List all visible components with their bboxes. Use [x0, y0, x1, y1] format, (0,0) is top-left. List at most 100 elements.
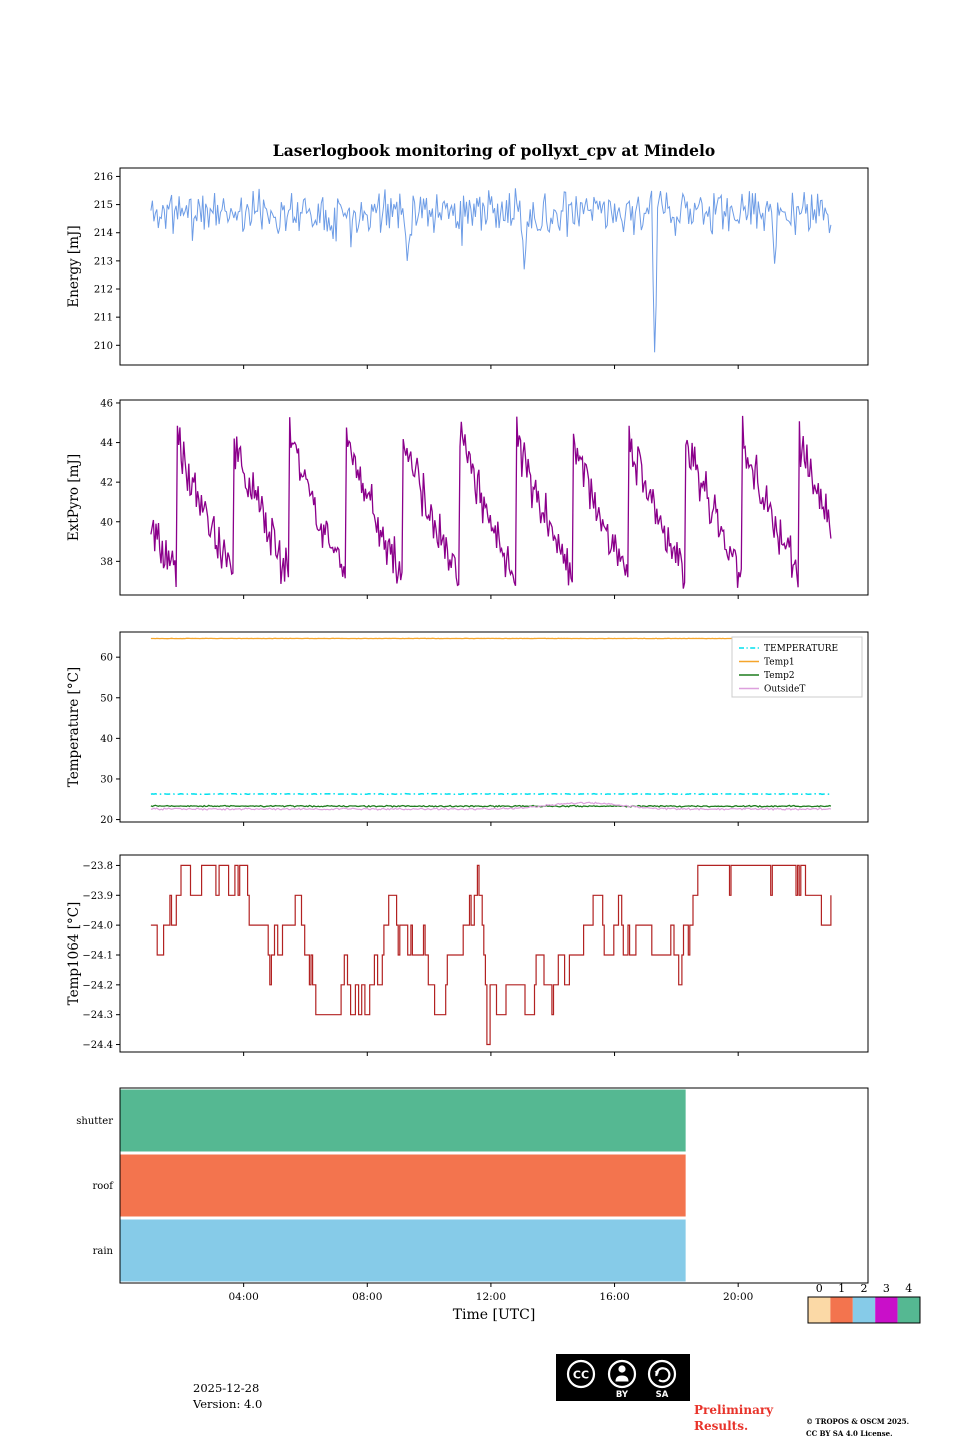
temperature-chart: TEMPERATURE Temp1 Temp2 OutsideT 20 30 40 50 60 T…: [66, 631, 869, 826]
by-person-body: [615, 1375, 629, 1382]
svg-text:0: 0: [816, 1282, 823, 1295]
energy-series: [150, 188, 832, 353]
svg-text:3: 3: [883, 1282, 890, 1295]
cc-icon-label: CC: [573, 1369, 589, 1382]
svg-text:216: 216: [94, 172, 113, 183]
svg-text:60: 60: [100, 653, 113, 664]
sa-arrow-head: [654, 1370, 660, 1375]
svg-text:211: 211: [94, 313, 113, 324]
svg-text:212: 212: [94, 285, 113, 296]
cc-icon: [566, 1359, 596, 1389]
svg-text:2: 2: [861, 1282, 868, 1295]
svg-text:rain: rain: [93, 1246, 114, 1257]
svg-text:50: 50: [100, 693, 113, 704]
svg-text:−24.0: −24.0: [82, 921, 113, 932]
svg-text:−23.8: −23.8: [82, 861, 113, 872]
energy-axes: 210 211 212 213 214 215 216 Energy [mJ]: [66, 167, 869, 369]
svg-text:Temp1: Temp1: [764, 658, 795, 668]
svg-text:−24.3: −24.3: [82, 1010, 113, 1021]
chart-title: Laserlogbook monitoring of pollyxt_cpv a…: [272, 141, 716, 160]
temperature-axes: 20 30 40 50 60 Temperature [°C]: [66, 631, 869, 826]
energy-chart: 210 211 212 213 214 215 216 Energy [mJ]: [66, 167, 869, 369]
svg-text:TEMPERATURE: TEMPERATURE: [764, 644, 838, 654]
status-colorbar: 0 1 2 3 4: [807, 1282, 921, 1324]
preliminary-results-label: Preliminary Results.: [694, 1403, 773, 1434]
colorbar-segment-3: [875, 1297, 898, 1323]
status-series: [120, 1089, 686, 1282]
status-axes: 04:00 08:00 12:00 16:00 20:00: [119, 1087, 869, 1303]
svg-text:20:00: 20:00: [723, 1291, 753, 1303]
status-chart: shutter roof rain 04:00 08:00 12:00 16:00 20:00: [76, 1087, 869, 1303]
svg-text:roof: roof: [92, 1181, 114, 1192]
preliminary-line-1: Preliminary: [694, 1403, 774, 1417]
extpyro-series: [150, 415, 832, 589]
svg-text:12:00: 12:00: [476, 1291, 506, 1303]
colorbar-segment-2: [852, 1297, 876, 1323]
cc-badge-graphic: CC BY SA: [556, 1354, 690, 1401]
footer-date-block: 2025-12-28 Version: 4.0: [193, 1381, 262, 1412]
svg-text:Temp2: Temp2: [764, 671, 795, 681]
status-bar-rain: [120, 1219, 686, 1282]
colorbar-segment-4: [897, 1297, 920, 1323]
temp1064-series: [150, 864, 832, 1046]
svg-text:Energy [mJ]: Energy [mJ]: [66, 225, 82, 307]
svg-text:213: 213: [94, 256, 113, 267]
copyright-label: © TROPOS & OSCM 2025. CC BY SA 4.0 Licen…: [806, 1416, 909, 1439]
svg-text:−24.4: −24.4: [82, 1040, 113, 1051]
copyright-line-2: CC BY SA 4.0 License.: [806, 1428, 893, 1438]
svg-text:215: 215: [94, 200, 113, 211]
by-person-head: [618, 1365, 626, 1373]
svg-text:04:00: 04:00: [229, 1291, 259, 1303]
svg-text:Temperature [°C]: Temperature [°C]: [66, 667, 82, 787]
svg-text:30: 30: [100, 774, 113, 785]
svg-text:210: 210: [94, 341, 113, 352]
colorbar-segment-0: [808, 1297, 831, 1323]
svg-text:40: 40: [100, 734, 113, 745]
svg-text:−23.9: −23.9: [82, 891, 113, 902]
by-label: BY: [616, 1390, 629, 1400]
x-axis-label: Time [UTC]: [453, 1307, 536, 1323]
svg-text:08:00: 08:00: [352, 1291, 382, 1303]
svg-text:1: 1: [838, 1282, 845, 1295]
temp1064-chart: −24.4 −24.3 −24.2 −24.1 −24.0 −23.9 −23.8 Temp1…: [66, 854, 869, 1056]
svg-text:shutter: shutter: [76, 1116, 113, 1127]
sa-label: SA: [656, 1390, 669, 1400]
temp2-line: [150, 804, 832, 808]
preliminary-line-2: Results.: [694, 1418, 749, 1433]
svg-text:−24.1: −24.1: [82, 950, 113, 961]
svg-text:16:00: 16:00: [599, 1291, 629, 1303]
extpyro-chart: 38 40 42 44 46 ExtPyro [mJ]: [66, 398, 869, 599]
temperature-line: [150, 792, 831, 796]
svg-text:−24.2: −24.2: [82, 980, 113, 991]
cc-license-badge: CC BY SA: [556, 1354, 690, 1401]
svg-text:38: 38: [100, 557, 113, 568]
temperature-series: [150, 637, 832, 811]
temperature-legend: TEMPERATURE Temp1 Temp2 OutsideT: [731, 636, 863, 698]
version-label: Version: 4.0: [193, 1396, 263, 1411]
copyright-line-1: © TROPOS & OSCM 2025.: [806, 1417, 910, 1426]
temp1064-line: [150, 864, 832, 1046]
sa-arrow-icon: [647, 1359, 677, 1389]
colorbar-segment-1: [830, 1297, 853, 1323]
svg-text:OutsideT: OutsideT: [764, 685, 805, 695]
status-bar-shutter: [120, 1089, 686, 1152]
extpyro-line: [150, 415, 832, 589]
svg-text:44: 44: [100, 438, 113, 449]
date-label: 2025-12-28: [193, 1381, 260, 1395]
svg-text:ExtPyro [mJ]: ExtPyro [mJ]: [66, 454, 82, 541]
status-bar-roof: [120, 1154, 686, 1217]
temp1064-axes: −24.4 −24.3 −24.2 −24.1 −24.0 −23.9 −23.8 Temp1…: [66, 854, 869, 1056]
outsidet-line: [150, 801, 832, 811]
svg-text:42: 42: [100, 478, 113, 489]
energy-line: [150, 188, 832, 353]
svg-text:4: 4: [905, 1282, 912, 1295]
svg-text:Temp1064 [°C]: Temp1064 [°C]: [66, 902, 82, 1006]
svg-text:40: 40: [100, 517, 113, 528]
extpyro-axes: 38 40 42 44 46 ExtPyro [mJ]: [66, 398, 869, 599]
svg-text:20: 20: [100, 815, 113, 826]
by-person-icon: [607, 1359, 637, 1389]
svg-text:214: 214: [94, 228, 113, 239]
svg-text:46: 46: [100, 398, 113, 409]
